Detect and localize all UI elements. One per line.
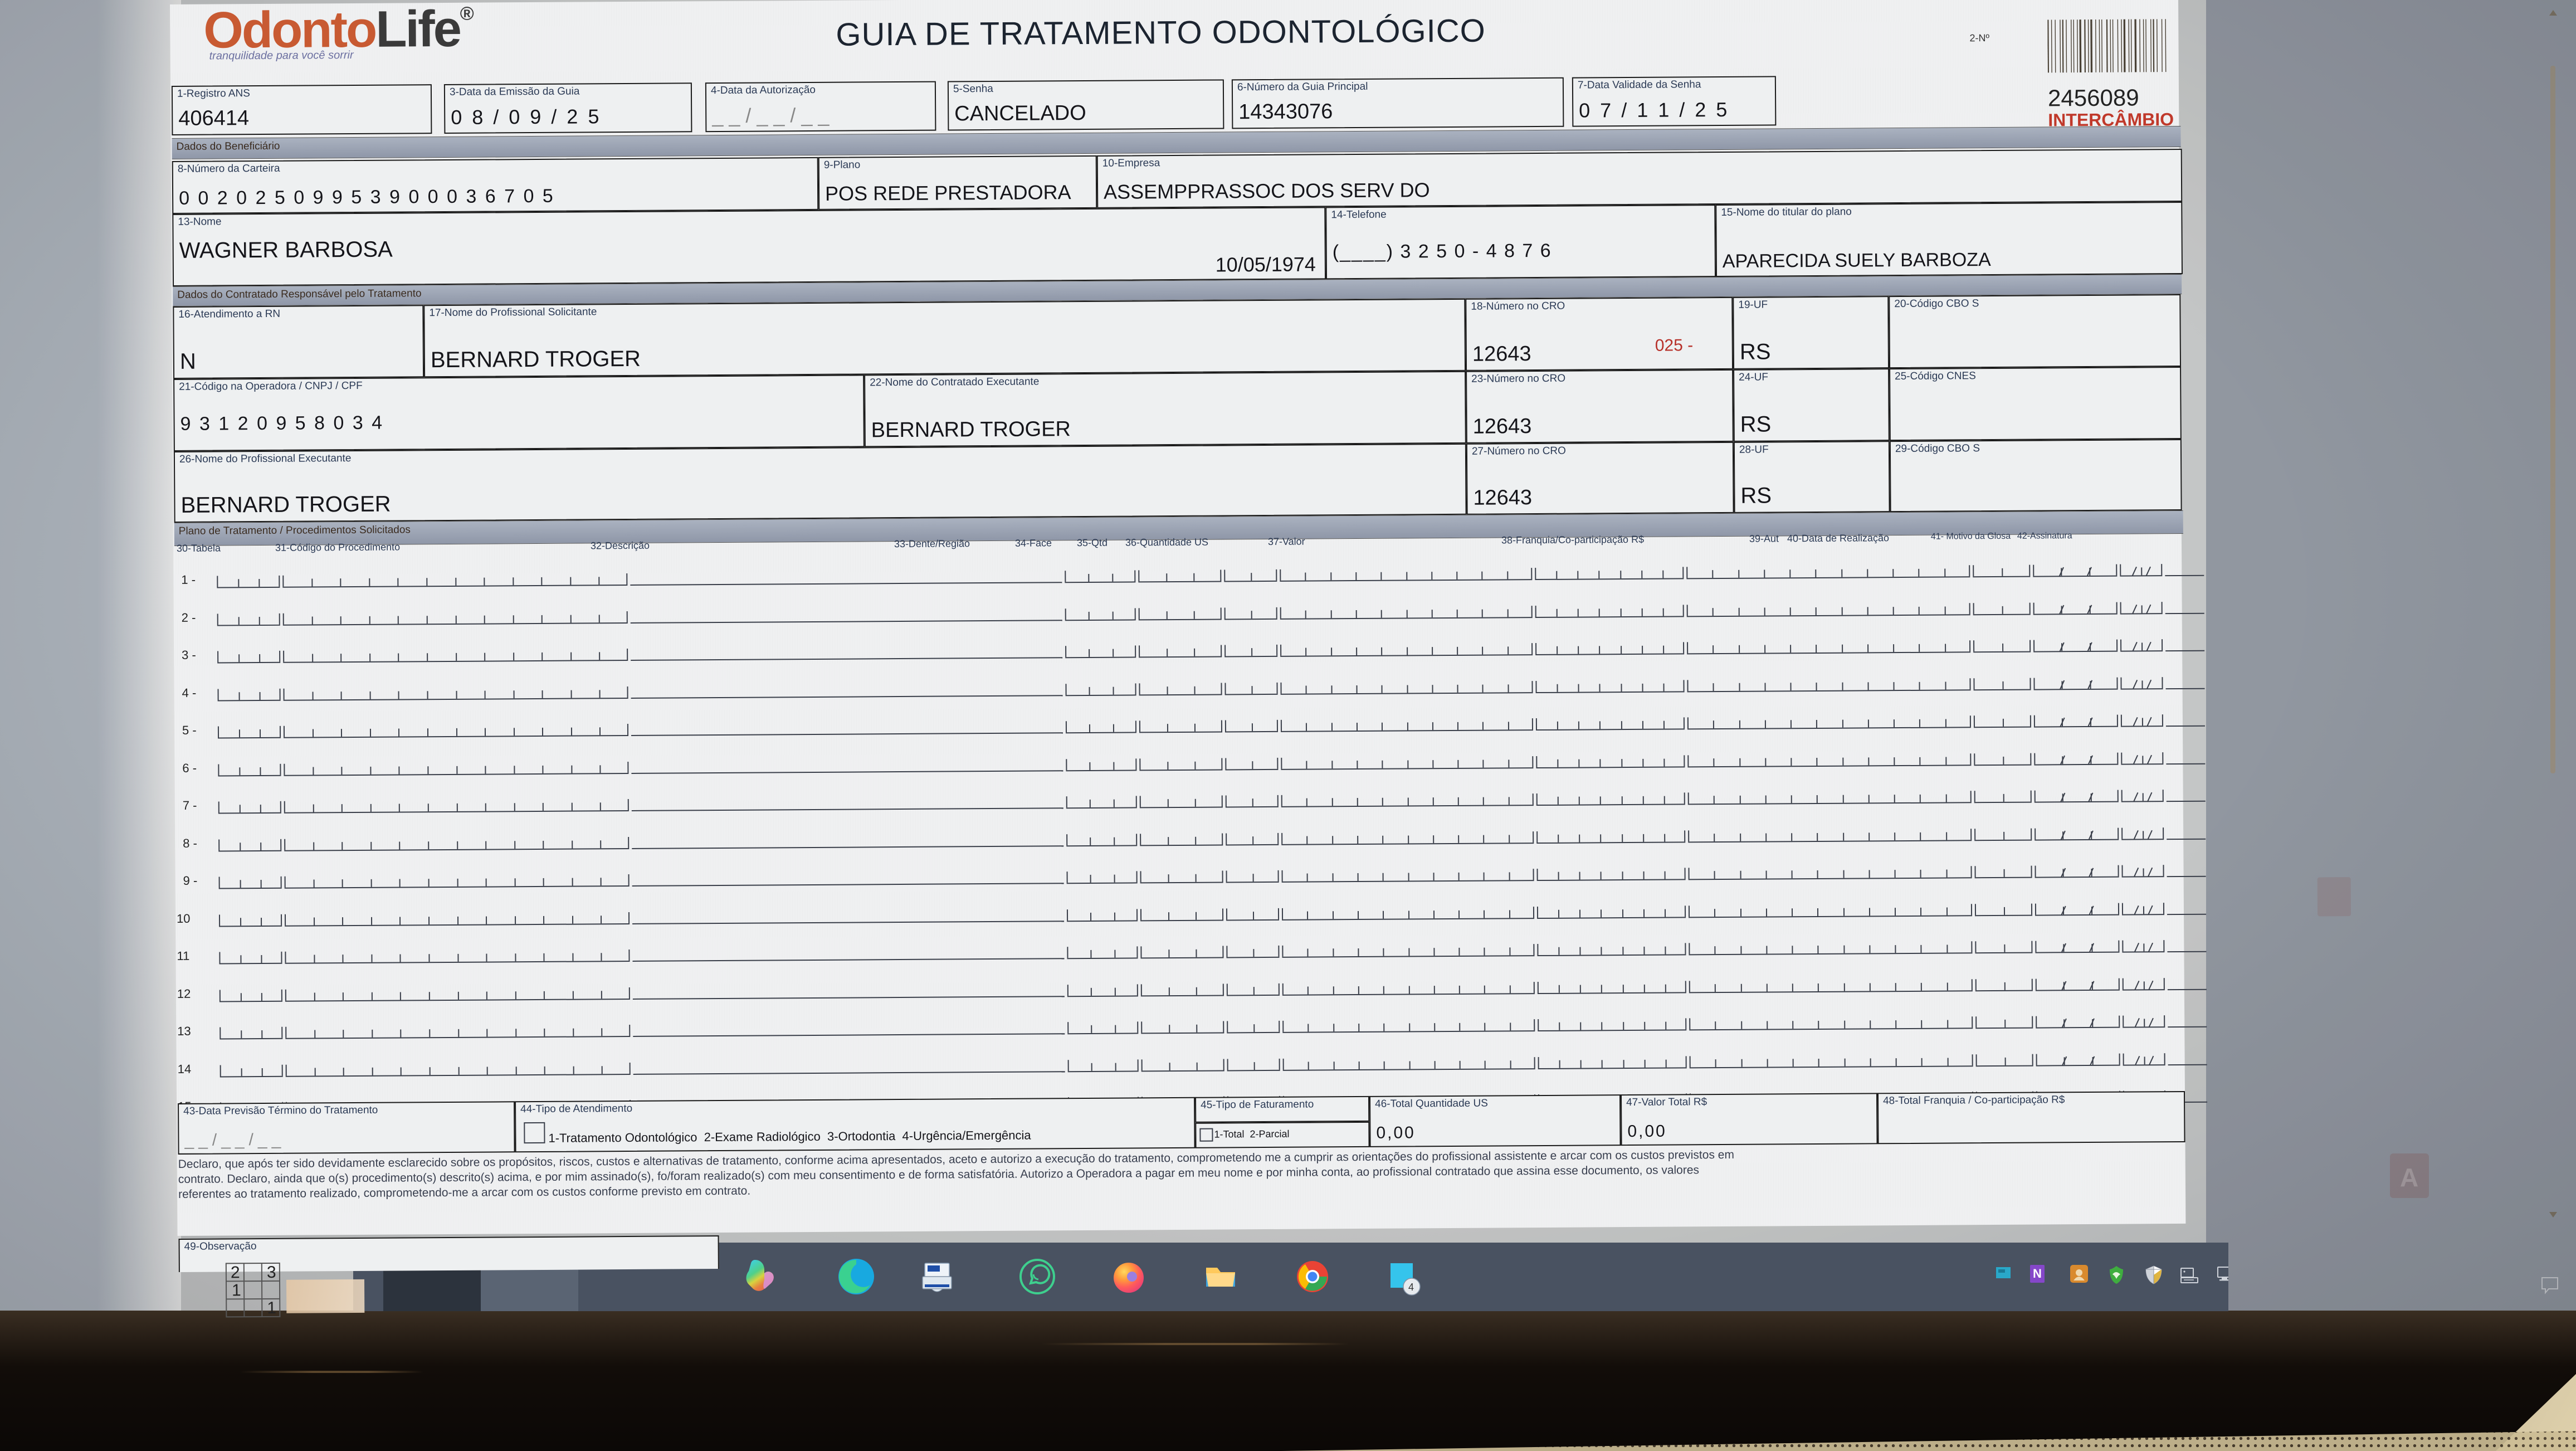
svg-text:N: N [2033,1267,2042,1280]
svg-text:1: 1 [232,1281,241,1299]
svg-text:2: 2 [231,1263,240,1282]
svg-text:4: 4 [1408,1282,1414,1293]
svg-text:1: 1 [267,1299,276,1317]
svg-text:3: 3 [267,1263,276,1282]
